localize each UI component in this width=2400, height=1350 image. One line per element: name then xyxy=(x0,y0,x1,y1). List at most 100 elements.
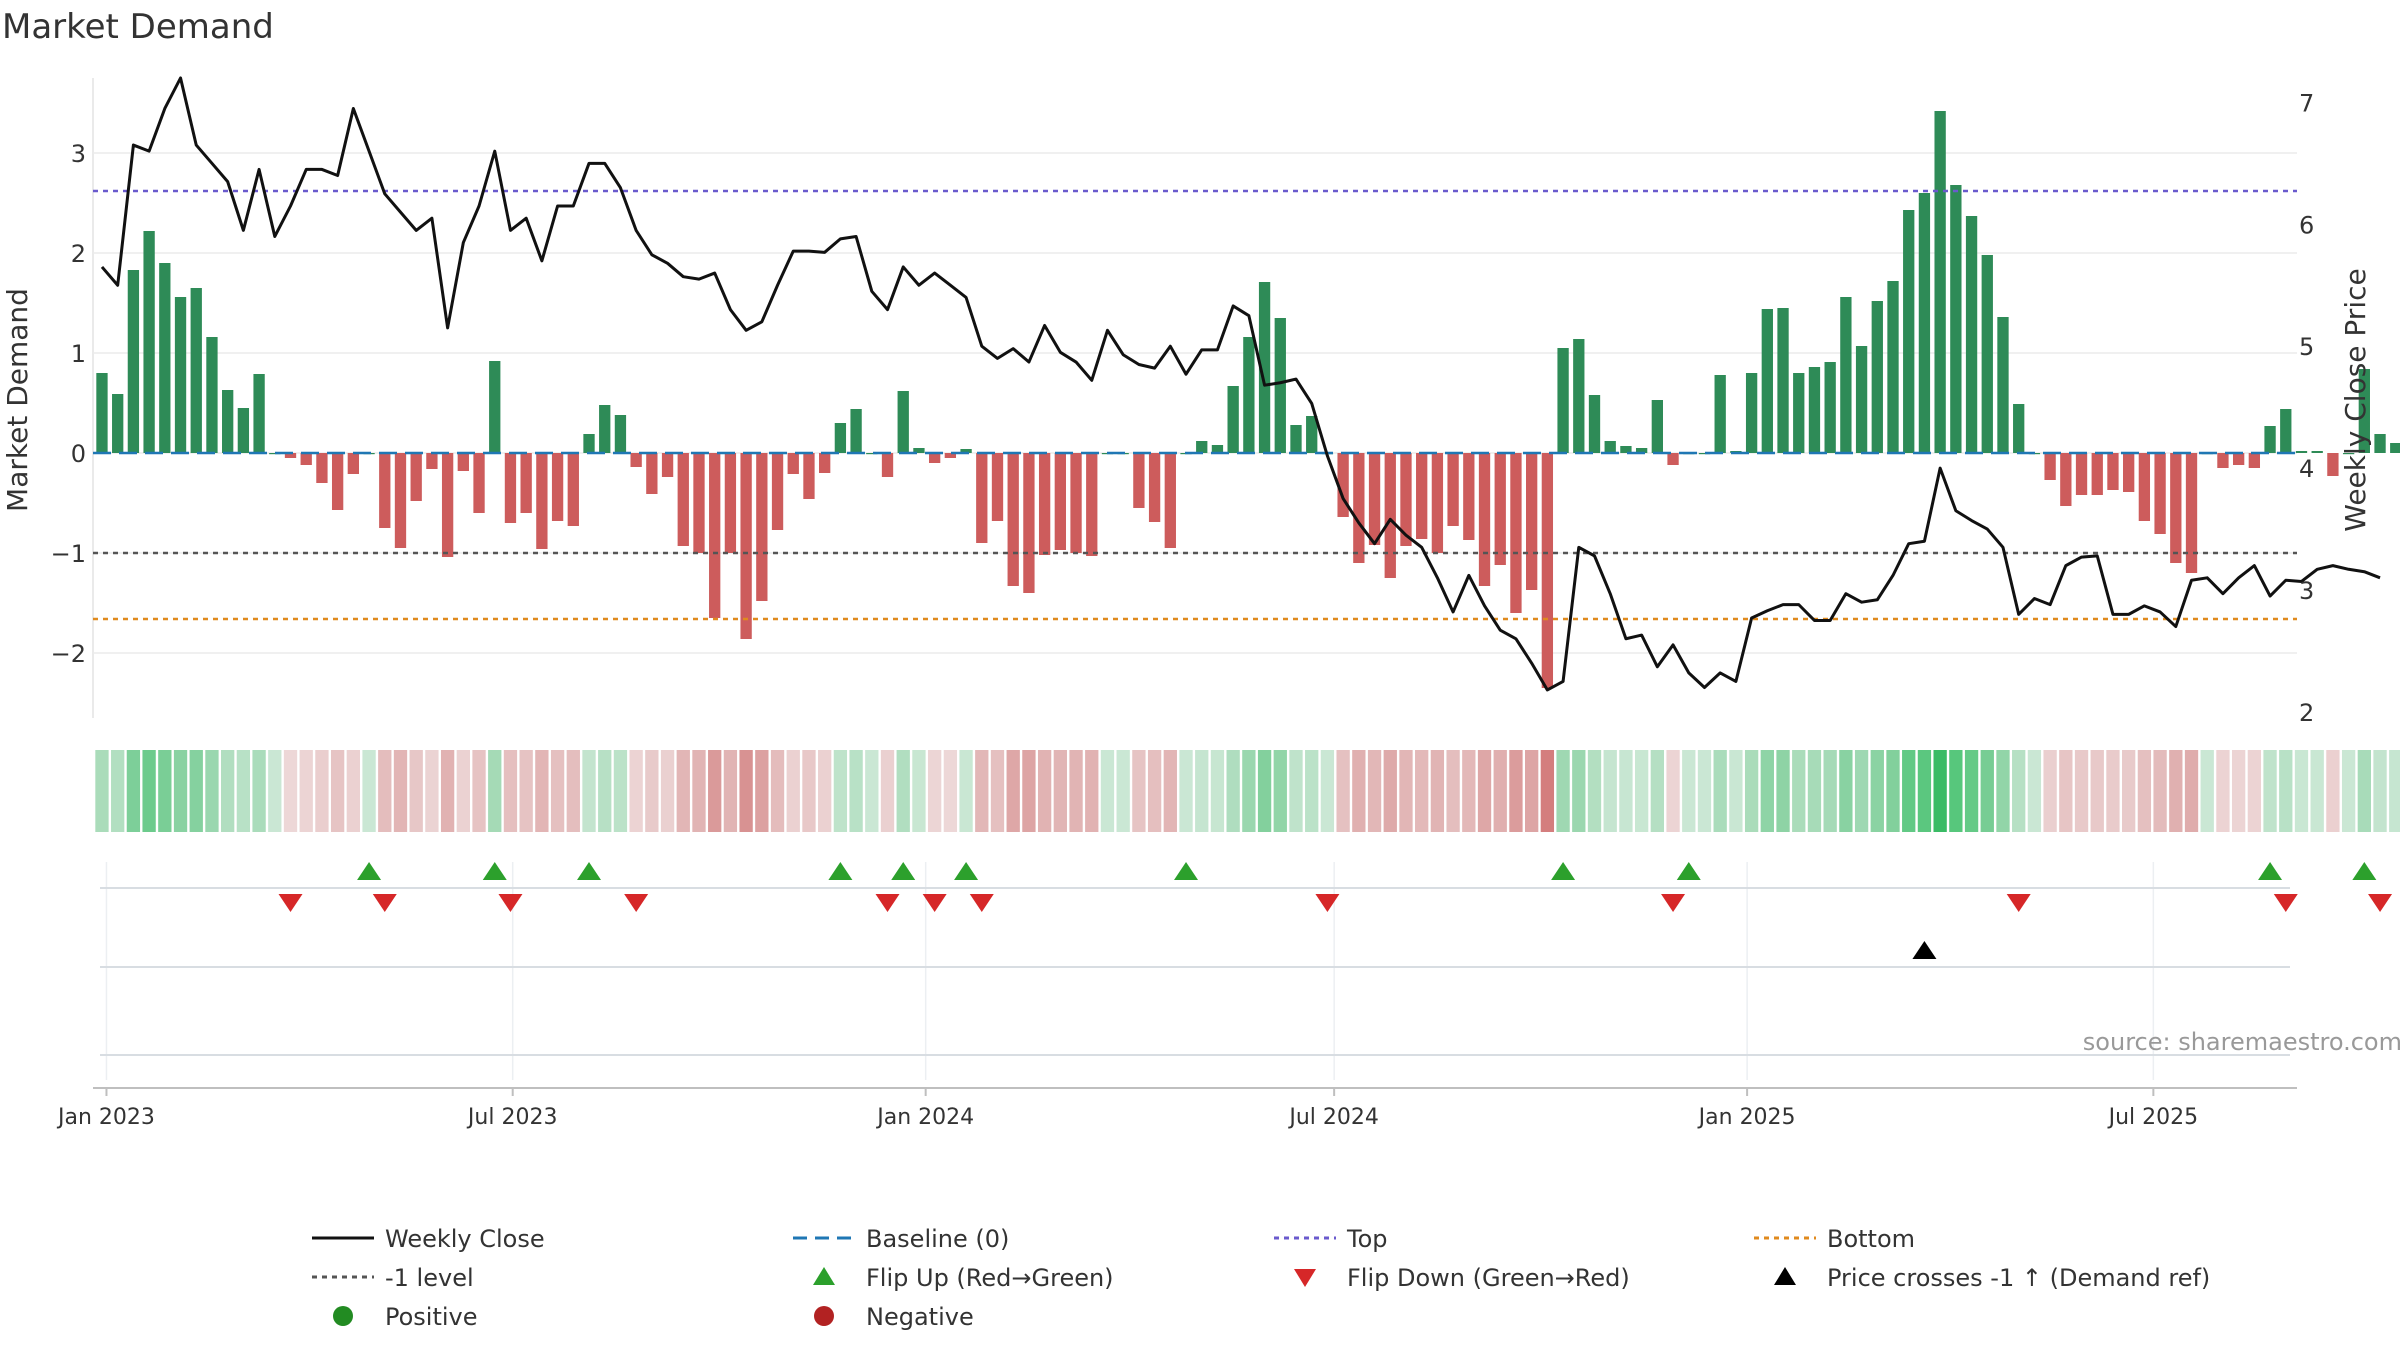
legend-label: Flip Down (Green→Red) xyxy=(1347,1264,1630,1292)
heat-cell xyxy=(1446,750,1460,832)
heat-cell xyxy=(378,750,392,832)
flip-down-marker xyxy=(875,894,900,912)
demand-bar xyxy=(944,453,957,458)
heat-cell xyxy=(1069,750,1083,832)
heat-cell xyxy=(1085,750,1099,832)
flip-up-marker xyxy=(2352,862,2377,880)
heat-cell xyxy=(1949,750,1963,832)
demand-bar xyxy=(2327,453,2339,476)
y-tick-label: −1 xyxy=(51,540,86,568)
heat-cell xyxy=(2373,750,2387,832)
demand-bar xyxy=(2311,451,2323,453)
demand-bar xyxy=(1761,309,1773,453)
heat-cell xyxy=(1713,750,1727,832)
heat-cell xyxy=(1273,750,1287,832)
heat-cell xyxy=(1540,750,1555,832)
heat-cell xyxy=(896,750,910,832)
demand-bar xyxy=(1290,425,1302,453)
legend-label: Weekly Close xyxy=(385,1225,545,1253)
flip-up-marker xyxy=(2258,862,2283,880)
demand-bar xyxy=(960,449,972,453)
heat-cell xyxy=(2326,750,2340,832)
x-tick-label: Jul 2023 xyxy=(466,1105,558,1130)
x-tick-label: Jul 2024 xyxy=(1287,1105,1379,1130)
demand-bar xyxy=(1211,445,1224,453)
heat-cell xyxy=(1634,750,1649,832)
y2-tick-label: 4 xyxy=(2299,455,2314,483)
y-tick-label: −2 xyxy=(51,640,86,668)
legend-label: -1 level xyxy=(385,1264,474,1292)
demand-bar xyxy=(771,453,784,530)
legend-item: Positive xyxy=(333,1303,478,1331)
legend-item: Top xyxy=(1274,1225,1388,1253)
demand-bar xyxy=(1023,453,1035,593)
heat-cell xyxy=(1195,750,1209,832)
demand-bar xyxy=(284,453,297,458)
demand-bar xyxy=(1384,453,1396,578)
heat-cell xyxy=(535,750,549,832)
heat-cell xyxy=(2184,750,2199,832)
demand-bar xyxy=(1871,301,1883,453)
heat-cell xyxy=(959,750,973,832)
heat-cell xyxy=(2279,750,2293,832)
y-tick-label: 2 xyxy=(71,240,86,268)
heat-cell xyxy=(629,750,643,832)
heat-cell xyxy=(1116,750,1130,832)
heat-cell xyxy=(299,750,313,832)
flip-up-marker xyxy=(577,862,602,880)
demand-bar xyxy=(2060,453,2072,506)
demand-bar xyxy=(2280,409,2292,453)
heat-cell xyxy=(1289,750,1303,832)
heat-cell xyxy=(927,750,942,832)
heat-cell xyxy=(1525,750,1539,832)
legend-item: Price crosses -1 ↑ (Demand ref) xyxy=(1774,1264,2210,1292)
demand-bar xyxy=(583,434,595,453)
heat-cell xyxy=(2090,750,2104,832)
heat-cell xyxy=(1477,750,1492,832)
demand-bar xyxy=(159,263,171,453)
demand-bar xyxy=(897,391,909,453)
demand-bar xyxy=(2374,434,2386,453)
demand-bar xyxy=(222,390,234,453)
heat-cell xyxy=(1854,750,1869,832)
demand-bar xyxy=(504,453,517,523)
demand-bar xyxy=(1997,317,2009,453)
demand-bar xyxy=(2013,404,2025,453)
heat-cell xyxy=(221,750,235,832)
demand-bar xyxy=(536,453,548,549)
chart-title: Market Demand xyxy=(2,7,274,47)
heat-cell xyxy=(142,750,156,832)
heat-cell xyxy=(2012,750,2026,832)
demand-bar xyxy=(866,453,878,455)
heat-cell xyxy=(990,750,1005,832)
heat-cell xyxy=(975,750,989,832)
x-axis-ticks: Jan 2023 Jul 2023 Jan 2024 Jul 2024 Jan 2025… xyxy=(56,1088,2198,1130)
demand-bar xyxy=(1243,337,1255,453)
demand-bar xyxy=(127,270,140,453)
heat-cell xyxy=(1462,750,1476,832)
legend-triangle-down-icon xyxy=(1294,1269,1316,1287)
demand-bar xyxy=(1054,453,1066,550)
demand-bar xyxy=(1164,453,1176,548)
heat-cell xyxy=(692,750,706,832)
price-cross-marker xyxy=(1912,941,1937,959)
y2-tick-label: 7 xyxy=(2299,89,2314,117)
demand-bar xyxy=(1038,453,1051,555)
legend-circle-icon xyxy=(333,1306,353,1326)
heat-cell xyxy=(1933,750,1947,832)
main-plot: −2 −1 0 1 2 3 2 3 4 5 6 7 Market Demand Weekly Clo… xyxy=(1,76,2400,727)
demand-bar xyxy=(441,453,454,557)
demand-bar xyxy=(457,453,469,471)
legend-circle-icon xyxy=(814,1306,834,1326)
demand-bar xyxy=(551,453,564,521)
y2-tick-label: 5 xyxy=(2299,333,2314,361)
legend-item: -1 level xyxy=(312,1264,474,1292)
heat-cell xyxy=(1823,750,1837,832)
heat-cell xyxy=(519,750,533,832)
legend-triangle-up-icon xyxy=(1774,1267,1796,1285)
demand-bar xyxy=(2138,453,2151,521)
heat-cell xyxy=(1399,750,1413,832)
heat-cell xyxy=(1320,750,1335,832)
heat-cell xyxy=(1305,750,1319,832)
heat-cell xyxy=(158,750,172,832)
